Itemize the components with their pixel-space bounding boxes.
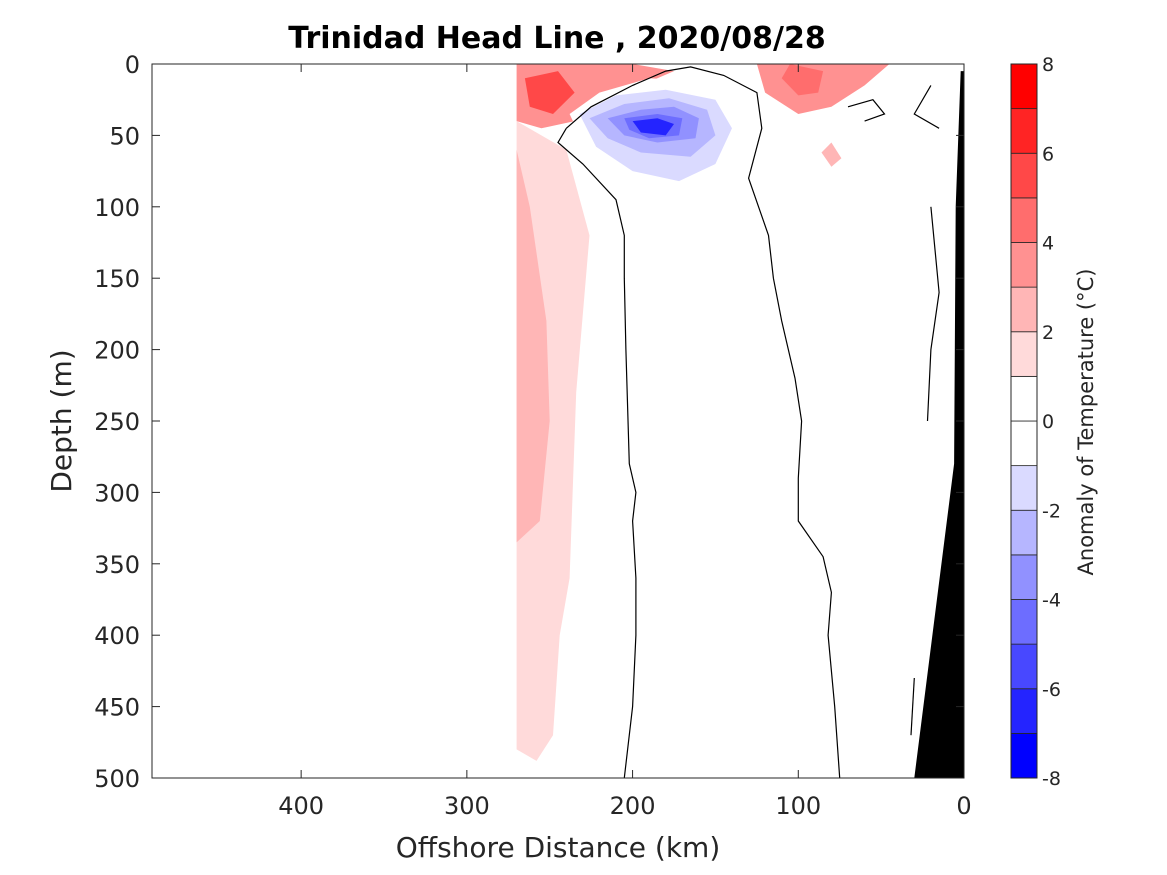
x-axis: 400 300 200 100 0 <box>278 64 972 820</box>
y-tick-label: 200 <box>94 337 140 365</box>
y-tick-label: 500 <box>94 765 140 793</box>
colorbar-segment <box>1010 420 1038 467</box>
anomaly-regions <box>516 64 890 761</box>
y-tick-label: 100 <box>94 194 140 222</box>
colorbar-tick-label: -6 <box>1042 679 1061 701</box>
region-warm-pink-3 <box>821 142 842 167</box>
x-axis-label: Offshore Distance (km) <box>396 831 721 864</box>
colorbar-tick-label: 8 <box>1042 54 1054 76</box>
colorbar-segment <box>1010 242 1038 288</box>
region-warm-pink <box>516 64 590 761</box>
colorbar-tick-label: -8 <box>1042 768 1061 790</box>
colorbar-segment <box>1010 599 1038 645</box>
colorbar-segment <box>1010 688 1038 734</box>
x-tick-label: 400 <box>278 792 324 820</box>
colorbar-label: Anomaly of Temperature (°C) <box>1074 269 1098 576</box>
y-axis-label: Depth (m) <box>45 349 78 492</box>
y-axis: 0 50 100 150 200 250 300 350 400 450 500 <box>94 51 964 793</box>
zero-contour-1 <box>557 127 637 779</box>
x-tick-label: 300 <box>444 792 490 820</box>
colorbar: 8 6 4 2 0 -2 -4 -6 -8 <box>1010 54 1061 790</box>
zero-contour-5 <box>910 677 915 736</box>
y-tick-label: 350 <box>94 551 140 579</box>
colorbar-tick-label: 0 <box>1042 411 1054 433</box>
colorbar-tick-label: 6 <box>1042 143 1054 165</box>
zero-contours <box>557 66 940 779</box>
y-tick-label: 400 <box>94 622 140 650</box>
colorbar-frame <box>1010 63 1038 779</box>
chart-title: Trinidad Head Line , 2020/08/28 <box>288 21 825 56</box>
zero-contour-4 <box>926 206 940 422</box>
plot-area <box>151 63 965 779</box>
colorbar-segment <box>1010 465 1038 511</box>
colorbar-tick-label: 2 <box>1042 322 1054 344</box>
region-cool-6 <box>632 118 674 136</box>
colorbar-tick-label: 4 <box>1042 233 1054 255</box>
x-tick-label: 0 <box>956 792 971 820</box>
zero-contour-3 <box>913 85 940 129</box>
colorbar-segment <box>1010 732 1038 779</box>
x-tick-label: 100 <box>775 792 821 820</box>
colorbar-tick-label: -4 <box>1042 590 1061 612</box>
colorbar-segment <box>1010 108 1038 154</box>
colorbar-segment <box>1010 554 1038 600</box>
colorbar-tick-label: -2 <box>1042 500 1061 522</box>
y-tick-label: 450 <box>94 694 140 722</box>
y-tick-label: 0 <box>125 51 140 79</box>
colorbar-segment <box>1010 197 1038 243</box>
colorbar-segment <box>1010 643 1038 690</box>
region-cool-small <box>687 328 708 364</box>
colorbar-segment <box>1010 331 1038 377</box>
region-warm-core <box>524 71 575 114</box>
zero-contour-0 <box>565 66 841 779</box>
colorbar-segment <box>1010 509 1038 556</box>
region-warm-pink-2 <box>516 64 550 543</box>
y-tick-label: 150 <box>94 265 140 293</box>
zero-contour-2 <box>847 99 886 122</box>
colorbar-segment <box>1010 375 1038 422</box>
colorbar-segment <box>1010 286 1038 333</box>
x-tick-label: 200 <box>610 792 656 820</box>
colorbar-segment <box>1010 152 1038 199</box>
region-warm-nearshore-core <box>781 64 824 96</box>
colorbar-segment <box>1010 63 1038 110</box>
y-tick-label: 250 <box>94 408 140 436</box>
land-mask <box>914 71 964 779</box>
y-tick-label: 50 <box>109 122 140 150</box>
y-tick-label: 300 <box>94 479 140 507</box>
land-shape <box>914 71 964 779</box>
